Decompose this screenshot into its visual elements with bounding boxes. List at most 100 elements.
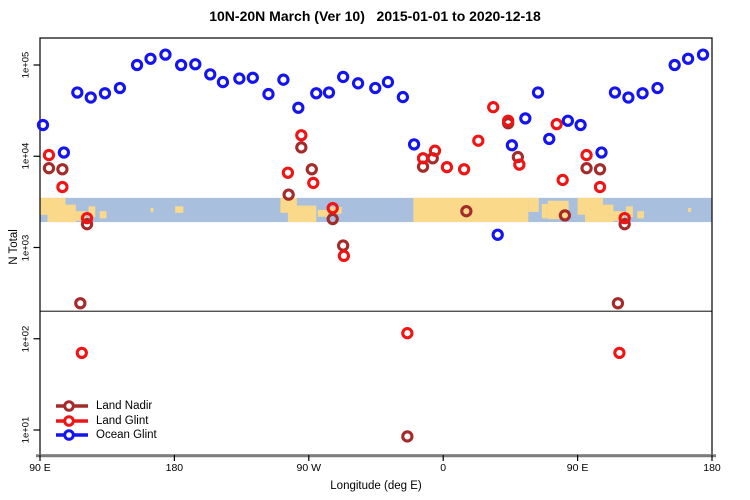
point-ocean-glint (543, 132, 556, 146)
point-land-glint (580, 148, 593, 162)
y-tick-label: 1e+01 (20, 416, 32, 444)
map-band-land (592, 197, 603, 223)
point-land-glint (80, 211, 94, 225)
point-land-glint (326, 201, 339, 215)
point-ocean-glint (84, 91, 97, 104)
point-ocean-glint (651, 81, 664, 95)
point-ocean-glint (608, 86, 622, 99)
point-ocean-glint (159, 48, 172, 61)
point-land-glint (401, 327, 414, 340)
point-land-nadir (558, 209, 572, 222)
point-land-nadir (42, 162, 56, 175)
map-band-land (150, 208, 154, 212)
point-land-glint (307, 176, 320, 190)
y-tick-label: 1e+04 (20, 142, 32, 170)
point-land-glint (487, 101, 500, 114)
point-ocean-glint (130, 58, 144, 72)
legend-item-land-nadir: Land Nadir (55, 399, 157, 414)
legend-label: Ocean Glint (96, 429, 157, 442)
point-ocean-glint (204, 68, 217, 81)
point-ocean-glint (322, 86, 336, 99)
x-tick-label: 90 E (566, 462, 589, 474)
point-land-nadir (593, 163, 607, 176)
y-tick-label: 1e+03 (20, 234, 32, 261)
point-ocean-glint (381, 75, 395, 89)
map-band-land (54, 197, 66, 223)
point-ocean-glint (396, 90, 410, 104)
legend-item-land-glint: Land Glint (55, 414, 157, 429)
map-band-land (287, 205, 317, 223)
point-land-glint (56, 180, 69, 194)
point-land-nadir (611, 297, 625, 310)
map-band-land (613, 211, 624, 221)
point-land-nadir (80, 218, 94, 231)
point-ocean-glint (262, 87, 275, 101)
point-land-nadir (618, 218, 631, 231)
legend-label: Land Nadir (96, 400, 153, 413)
point-ocean-glint (696, 48, 710, 61)
point-ocean-glint (57, 146, 71, 159)
point-ocean-glint (574, 118, 587, 132)
chart-title: 10N-20N March (Ver 10) 2015-01-01 to 202… (209, 8, 541, 24)
point-ocean-glint (595, 146, 608, 159)
point-ocean-glint (636, 87, 649, 100)
map-band-land (637, 211, 645, 219)
point-land-glint (295, 129, 308, 142)
legend-swatch-line-circle-icon (56, 429, 88, 442)
point-land-glint (618, 211, 631, 225)
x-tick-label: 180 (703, 462, 721, 474)
point-land-nadir (56, 163, 69, 176)
point-land-glint (550, 117, 563, 131)
point-ocean-glint (174, 58, 188, 72)
map-band-land (88, 206, 96, 218)
point-land-nadir (305, 163, 318, 176)
point-land-nadir (336, 239, 350, 252)
point-land-nadir (282, 188, 295, 201)
point-ocean-glint (216, 75, 230, 89)
legend-item-ocean-glint: Ocean Glint (55, 428, 157, 443)
x-tick-label: 180 (165, 462, 184, 474)
point-land-glint (556, 173, 569, 187)
map-band-land (317, 209, 329, 217)
point-ocean-glint (292, 101, 305, 114)
plot-frame (39, 37, 713, 456)
point-land-glint (613, 346, 626, 360)
point-ocean-glint (519, 112, 532, 125)
point-ocean-glint (369, 81, 382, 95)
legend: Land Nadir Land Glint Ocean Glint (55, 399, 157, 443)
point-land-glint (593, 180, 607, 194)
x-tick-label: 90 W (296, 462, 322, 474)
point-ocean-glint (622, 91, 635, 104)
x-axis-label: Longitude (deg E) (330, 480, 422, 492)
map-band-land (541, 203, 548, 219)
point-ocean-glint (113, 81, 127, 95)
map-band-land (175, 206, 184, 213)
point-ocean-glint (505, 139, 519, 152)
point-land-nadir (295, 141, 308, 154)
point-land-glint (281, 166, 295, 179)
legend-swatch-line-circle-icon (56, 414, 88, 427)
point-land-glint (502, 114, 515, 127)
map-band-land (75, 211, 87, 221)
map-band-land (688, 208, 692, 212)
x-tick-label: 90 E (29, 462, 51, 474)
point-land-glint (513, 158, 526, 171)
point-land-nadir (401, 430, 414, 443)
point-ocean-glint (277, 73, 290, 86)
point-ocean-glint (189, 58, 202, 71)
point-ocean-glint (144, 52, 157, 65)
point-ocean-glint (336, 70, 350, 84)
point-ocean-glint (98, 87, 112, 100)
point-ocean-glint (561, 114, 575, 127)
point-ocean-glint (531, 86, 545, 99)
y-tick-label: 1e+02 (20, 325, 32, 353)
x-tick-label: 0 (440, 462, 447, 474)
point-land-nadir (580, 162, 593, 175)
point-land-glint (337, 249, 351, 263)
map-band-land (528, 197, 539, 212)
point-ocean-glint (668, 58, 681, 72)
point-land-nadir (74, 297, 87, 310)
legend-swatch-line-circle-icon (56, 400, 88, 413)
